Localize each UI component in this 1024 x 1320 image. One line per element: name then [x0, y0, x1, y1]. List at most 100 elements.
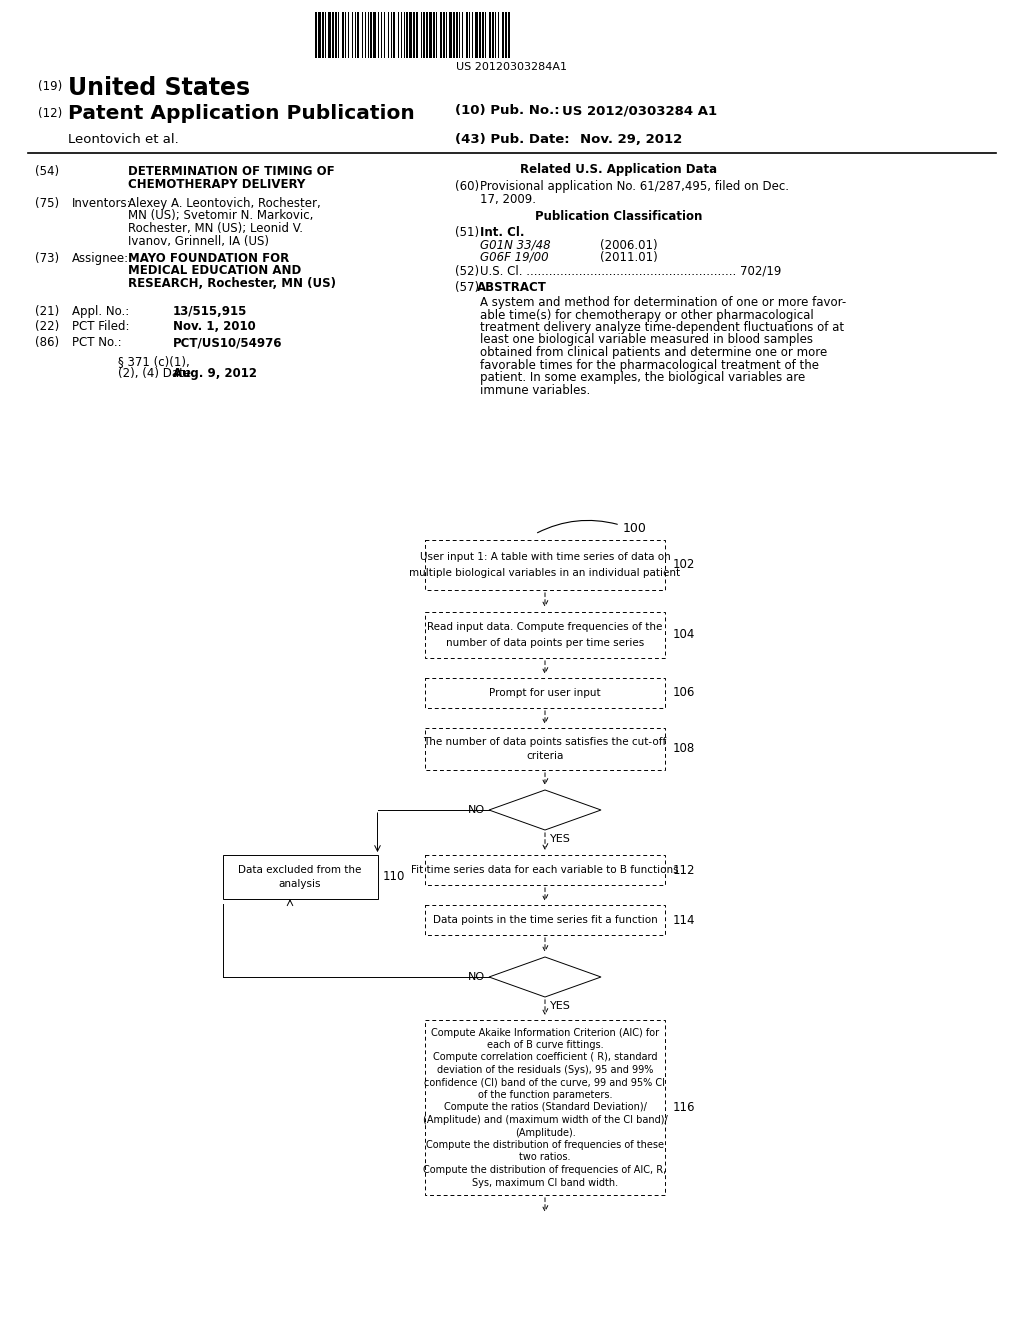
Bar: [425, 678, 665, 708]
Bar: [406, 12, 408, 58]
Bar: [433, 12, 435, 58]
Bar: [489, 12, 490, 58]
Text: 100: 100: [623, 521, 647, 535]
Bar: [409, 12, 412, 58]
Text: 116: 116: [673, 1101, 695, 1114]
Bar: [453, 12, 455, 58]
Text: (54): (54): [35, 165, 59, 178]
Text: Compute the distribution of frequencies of AIC, R,: Compute the distribution of frequencies …: [423, 1166, 667, 1175]
Bar: [508, 12, 510, 58]
Text: MN (US); Svetomir N. Markovic,: MN (US); Svetomir N. Markovic,: [128, 210, 313, 223]
Bar: [222, 855, 378, 899]
Bar: [482, 12, 484, 58]
Text: (60): (60): [455, 180, 479, 193]
Text: two ratios.: two ratios.: [519, 1152, 570, 1163]
Text: able time(s) for chemotherapy or other pharmacological: able time(s) for chemotherapy or other p…: [480, 309, 814, 322]
Text: DETERMINATION OF TIMING OF: DETERMINATION OF TIMING OF: [128, 165, 335, 178]
Text: least one biological variable measured in blood samples: least one biological variable measured i…: [480, 334, 813, 346]
Text: 106: 106: [673, 686, 695, 700]
Bar: [423, 12, 425, 58]
Text: Fit time series data for each variable to B functions: Fit time series data for each variable t…: [412, 865, 679, 875]
Bar: [456, 12, 458, 58]
Text: (73): (73): [35, 252, 59, 265]
Bar: [425, 540, 665, 590]
Text: MAYO FOUNDATION FOR: MAYO FOUNDATION FOR: [128, 252, 289, 265]
Text: The number of data points satisfies the cut-off: The number of data points satisfies the …: [423, 737, 667, 747]
Bar: [425, 906, 665, 935]
Text: criteria: criteria: [526, 751, 563, 762]
Text: (57): (57): [455, 281, 479, 294]
Text: 114: 114: [673, 913, 695, 927]
Text: (2), (4) Date:: (2), (4) Date:: [118, 367, 196, 380]
Text: United States: United States: [68, 77, 250, 100]
Text: (12): (12): [38, 107, 62, 120]
Text: CHEMOTHERAPY DELIVERY: CHEMOTHERAPY DELIVERY: [128, 177, 305, 190]
Bar: [370, 12, 372, 58]
Text: Data points in the time series fit a function: Data points in the time series fit a fun…: [432, 915, 657, 925]
Text: 110: 110: [383, 870, 404, 883]
Text: NO: NO: [468, 972, 485, 982]
Text: 112: 112: [673, 863, 695, 876]
Text: (22): (22): [35, 319, 59, 333]
Text: (Amplitude) and (maximum width of the CI band)/: (Amplitude) and (maximum width of the CI…: [423, 1115, 668, 1125]
Text: ABSTRACT: ABSTRACT: [477, 281, 547, 294]
Bar: [466, 12, 468, 58]
Text: § 371 (c)(1),: § 371 (c)(1),: [118, 355, 189, 368]
Bar: [425, 1020, 665, 1195]
Text: (10) Pub. No.:: (10) Pub. No.:: [455, 104, 560, 117]
Text: (75): (75): [35, 197, 59, 210]
Bar: [425, 855, 665, 884]
Text: favorable times for the pharmacological treatment of the: favorable times for the pharmacological …: [480, 359, 819, 371]
Text: Compute the distribution of frequencies of these: Compute the distribution of frequencies …: [426, 1140, 664, 1150]
Text: 17, 2009.: 17, 2009.: [480, 193, 536, 206]
Text: Prompt for user input: Prompt for user input: [489, 688, 601, 698]
Text: analysis: analysis: [279, 879, 322, 890]
Text: PCT Filed:: PCT Filed:: [72, 319, 129, 333]
Text: US 20120303284A1: US 20120303284A1: [457, 62, 567, 73]
Bar: [416, 12, 418, 58]
Text: Inventors:: Inventors:: [72, 197, 132, 210]
Text: Provisional application No. 61/287,495, filed on Dec.: Provisional application No. 61/287,495, …: [480, 180, 790, 193]
Text: U.S. Cl. ........................................................ 702/19: U.S. Cl. ...............................…: [480, 265, 781, 279]
Text: YES: YES: [550, 1001, 570, 1011]
Bar: [318, 12, 321, 58]
Bar: [335, 12, 337, 58]
Bar: [413, 12, 415, 58]
Bar: [315, 12, 317, 58]
Bar: [357, 12, 359, 58]
Bar: [492, 12, 494, 58]
Bar: [342, 12, 344, 58]
Bar: [328, 12, 331, 58]
Bar: [475, 12, 478, 58]
Text: (86): (86): [35, 337, 59, 348]
Text: of the function parameters.: of the function parameters.: [478, 1090, 612, 1100]
Text: (43) Pub. Date:: (43) Pub. Date:: [455, 133, 569, 147]
Text: PCT/US10/54976: PCT/US10/54976: [173, 337, 283, 348]
Text: immune variables.: immune variables.: [480, 384, 590, 396]
Text: (Amplitude).: (Amplitude).: [515, 1127, 575, 1138]
Text: each of B curve fittings.: each of B curve fittings.: [486, 1040, 603, 1049]
Text: A system and method for determination of one or more favor-: A system and method for determination of…: [480, 296, 846, 309]
Text: (19): (19): [38, 81, 62, 92]
Text: Compute Akaike Information Criterion (AIC) for: Compute Akaike Information Criterion (AI…: [431, 1027, 659, 1038]
Text: G06F 19/00: G06F 19/00: [480, 251, 549, 264]
Bar: [332, 12, 334, 58]
Bar: [426, 12, 428, 58]
Text: RESEARCH, Rochester, MN (US): RESEARCH, Rochester, MN (US): [128, 277, 336, 290]
Text: Nov. 1, 2010: Nov. 1, 2010: [173, 319, 256, 333]
Text: (51): (51): [455, 226, 479, 239]
Text: Aug. 9, 2012: Aug. 9, 2012: [173, 367, 257, 380]
Bar: [443, 12, 445, 58]
Bar: [425, 729, 665, 770]
Text: obtained from clinical patients and determine one or more: obtained from clinical patients and dete…: [480, 346, 827, 359]
Text: Patent Application Publication: Patent Application Publication: [68, 104, 415, 123]
Text: (52): (52): [455, 265, 479, 279]
Text: number of data points per time series: number of data points per time series: [445, 638, 644, 648]
Text: Sys, maximum CI band width.: Sys, maximum CI band width.: [472, 1177, 618, 1188]
Bar: [393, 12, 395, 58]
Text: Read input data. Compute frequencies of the: Read input data. Compute frequencies of …: [427, 622, 663, 632]
Text: Assignee:: Assignee:: [72, 252, 129, 265]
Text: US 2012/0303284 A1: US 2012/0303284 A1: [562, 104, 717, 117]
Text: G01N 33/48: G01N 33/48: [480, 239, 551, 252]
Bar: [425, 612, 665, 657]
